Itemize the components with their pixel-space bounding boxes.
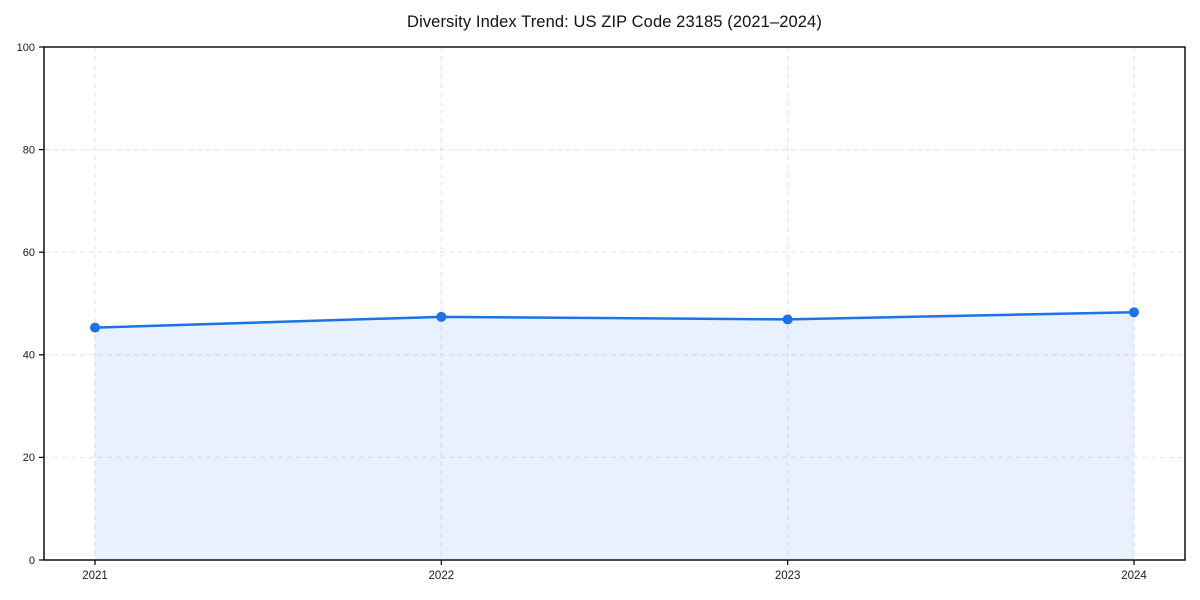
data-point-marker (436, 311, 447, 322)
trend-line (93, 310, 1136, 329)
x-axis-tick-label: 2022 (429, 570, 455, 582)
data-point-marker (1129, 307, 1139, 318)
chart-title: Diversity Index Trend: US ZIP Code 23185… (407, 13, 822, 31)
y-axis-tick-label: 60 (23, 247, 35, 259)
data-point-marker (782, 314, 793, 325)
y-axis-tick-label: 80 (23, 144, 35, 156)
x-axis-tick-label: 2021 (82, 570, 108, 582)
plot-frame (43, 46, 1186, 561)
x-axis-tick-label: 2024 (1121, 570, 1147, 582)
area-fill (95, 312, 1134, 560)
y-axis-tick-label: 40 (23, 350, 35, 362)
y-axis-tick-label: 20 (23, 452, 35, 464)
y-axis-tick-label: 0 (29, 555, 35, 567)
x-axis-tick-label: 2023 (775, 570, 801, 582)
data-point-marker (90, 322, 100, 333)
y-axis-tick-label: 100 (17, 42, 35, 54)
